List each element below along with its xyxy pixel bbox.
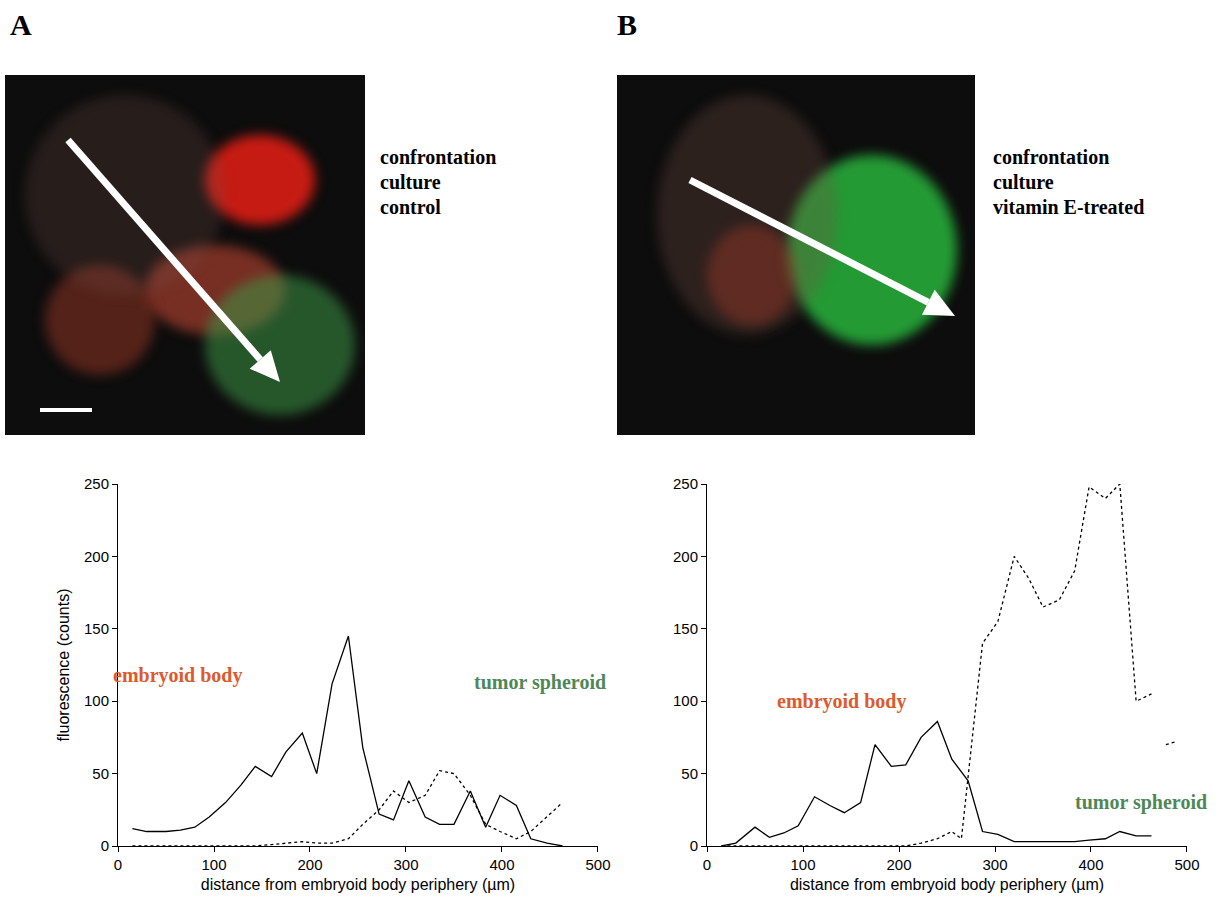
svg-text:500: 500 bbox=[585, 856, 610, 873]
svg-text:tumor spheroid: tumor spheroid bbox=[1075, 791, 1207, 814]
svg-text:100: 100 bbox=[673, 692, 698, 709]
svg-text:400: 400 bbox=[1078, 856, 1103, 873]
svg-text:250: 250 bbox=[84, 475, 109, 492]
svg-text:0: 0 bbox=[703, 856, 711, 873]
html-text:confrontation: confrontation bbox=[380, 146, 497, 168]
svg-text:100: 100 bbox=[201, 856, 226, 873]
svg-text:fluorescence (counts): fluorescence (counts) bbox=[55, 589, 72, 742]
html-text:confrontation: confrontation bbox=[993, 146, 1110, 168]
svg-text:0: 0 bbox=[114, 856, 122, 873]
svg-text:100: 100 bbox=[791, 856, 816, 873]
svg-text:distance from embryoid body pe: distance from embryoid body periphery (µ… bbox=[201, 876, 515, 893]
svg-text:100: 100 bbox=[84, 692, 109, 709]
svg-text:400: 400 bbox=[489, 856, 514, 873]
svg-text:0: 0 bbox=[101, 837, 109, 854]
html-text:A: A bbox=[10, 8, 32, 41]
svg-text:200: 200 bbox=[673, 548, 698, 565]
svg-text:200: 200 bbox=[297, 856, 322, 873]
svg-text:200: 200 bbox=[84, 548, 109, 565]
svg-text:500: 500 bbox=[1174, 856, 1199, 873]
html-text:culture: culture bbox=[993, 171, 1054, 193]
html-text:vitamin E-treated: vitamin E-treated bbox=[993, 196, 1145, 218]
html-text:culture: culture bbox=[380, 171, 441, 193]
svg-text:50: 50 bbox=[681, 765, 698, 782]
svg-text:300: 300 bbox=[982, 856, 1007, 873]
svg-text:embryoid body: embryoid body bbox=[113, 664, 242, 687]
svg-text:150: 150 bbox=[84, 620, 109, 637]
svg-text:embryoid body: embryoid body bbox=[777, 690, 906, 713]
html-text:B: B bbox=[617, 8, 637, 41]
svg-text:distance from embryoid body pe: distance from embryoid body periphery (µ… bbox=[790, 876, 1104, 893]
svg-text:150: 150 bbox=[673, 620, 698, 637]
html-text:control: control bbox=[380, 196, 441, 218]
svg-text:200: 200 bbox=[886, 856, 911, 873]
svg-text:300: 300 bbox=[393, 856, 418, 873]
svg-text:50: 50 bbox=[92, 765, 109, 782]
svg-text:250: 250 bbox=[673, 475, 698, 492]
svg-text:tumor spheroid: tumor spheroid bbox=[474, 671, 606, 694]
svg-text:0: 0 bbox=[690, 837, 698, 854]
